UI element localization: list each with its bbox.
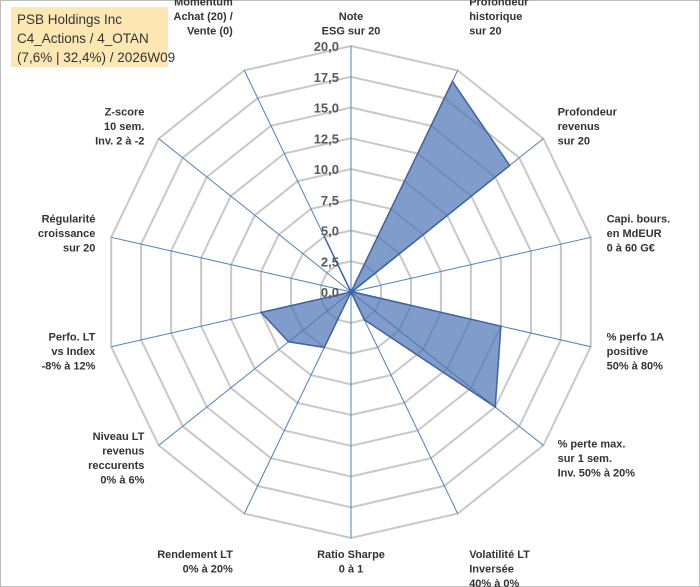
category-label-line: 0% à 6% — [100, 475, 144, 487]
category-label-9: Niveau LT revenus reccurents 0% à 6% — [88, 431, 145, 487]
chart-title-box: PSB Holdings Inc C4_Actions / 4_OTAN (7,… — [11, 7, 176, 67]
category-label-line: Niveau LT — [93, 431, 145, 443]
category-label-line: ESG sur 20 — [322, 26, 381, 38]
category-label-line: Inversée — [469, 564, 514, 576]
category-label-line: 0 à 60 G€ — [607, 242, 655, 254]
category-label-line: Z-score — [105, 107, 145, 119]
title-performance-week: (7,6% | 32,4%) / 2026W09 — [17, 50, 176, 65]
category-label-line: Momentum — [174, 0, 233, 9]
category-label-line: % perte max. — [558, 438, 626, 450]
category-label-line: Vente (0) — [187, 26, 233, 38]
tick-label: 5,0 — [321, 224, 339, 239]
category-label-line: en MdEUR — [607, 228, 662, 240]
category-label-line: Inv. 50% à 20% — [558, 467, 636, 479]
category-label-5: % perte max. sur 1 sem. Inv. 50% à 20% — [558, 438, 636, 479]
tick-label: 20,0 — [314, 39, 339, 54]
title-portfolio: C4_Actions / 4_OTAN — [17, 31, 149, 46]
category-label-line: % perfo 1A — [607, 332, 665, 344]
category-label-line: revenus — [102, 446, 144, 458]
category-label-line: 10 sem. — [104, 121, 144, 133]
category-label-line: Ratio Sharpe — [317, 549, 385, 561]
category-label-line: reccurents — [88, 460, 144, 472]
category-label-line: Rendement LT — [157, 549, 233, 561]
tick-label: 2,5 — [321, 254, 339, 269]
axis-spoke-12 — [158, 138, 352, 293]
category-label-1: Profondeur historique sur 20 — [469, 0, 529, 38]
category-label-line: Profondeur — [558, 107, 618, 119]
category-label-12: Z-score 10 sem. Inv. 2 à -2 — [95, 107, 144, 148]
category-label-line: Profondeur — [469, 0, 529, 9]
category-label-line: croissance — [38, 228, 95, 240]
tick-label: 15,0 — [314, 101, 339, 116]
tick-label: 17,5 — [314, 70, 339, 85]
category-label-line: Perfo. LT — [49, 332, 96, 344]
category-label-line: revenus — [558, 121, 600, 133]
category-label-13: Momentum Achat (20) / Vente (0) — [174, 0, 234, 38]
category-label-11: Régularité croissance sur 20 — [38, 213, 95, 254]
axis-spoke-11 — [111, 236, 352, 293]
tick-label: 7,5 — [321, 193, 339, 208]
tick-label: 0,0 — [321, 285, 339, 300]
title-company: PSB Holdings Inc — [17, 12, 123, 27]
category-label-line: sur 1 sem. — [558, 453, 612, 465]
category-label-line: Achat (20) / — [174, 11, 233, 23]
category-label-line: sur 20 — [558, 136, 590, 148]
category-label-line: 0% à 20% — [183, 564, 233, 576]
tick-label: 10,0 — [314, 162, 339, 177]
series-area-0 — [259, 79, 511, 409]
category-label-4: % perfo 1A positive 50% à 80% — [607, 332, 665, 373]
category-label-line: positive — [607, 346, 649, 358]
axis-spoke-6 — [350, 291, 459, 514]
category-label-line: 50% à 80% — [607, 361, 663, 373]
category-label-line: Inv. 2 à -2 — [95, 136, 144, 148]
category-label-line: sur 20 — [469, 26, 501, 38]
axis-spoke-3 — [350, 236, 591, 293]
category-label-0: Note ESG sur 20 — [322, 11, 381, 38]
category-label-line: vs Index — [51, 346, 96, 358]
category-label-7: Ratio Sharpe 0 à 1 — [317, 549, 385, 576]
category-label-8: Rendement LT 0% à 20% — [157, 549, 233, 576]
category-label-line: Note — [339, 11, 363, 23]
category-label-line: 40% à 0% — [469, 578, 519, 587]
category-label-line: sur 20 — [63, 242, 95, 254]
category-label-6: Volatilité LT Inversée 40% à 0% — [469, 549, 530, 587]
category-label-line: Capi. bours. — [607, 213, 671, 225]
category-label-line: historique — [469, 11, 522, 23]
tick-label: 12,5 — [314, 131, 339, 146]
category-label-line: Régularité — [42, 213, 96, 225]
category-label-line: 0 à 1 — [339, 564, 363, 576]
category-label-2: Profondeur revenus sur 20 — [558, 107, 618, 148]
category-label-line: -8% à 12% — [42, 361, 96, 373]
category-label-10: Perfo. LT vs Index -8% à 12% — [42, 332, 97, 373]
category-label-line: Volatilité LT — [469, 549, 530, 561]
category-label-3: Capi. bours. en MdEUR 0 à 60 G€ — [607, 213, 671, 254]
